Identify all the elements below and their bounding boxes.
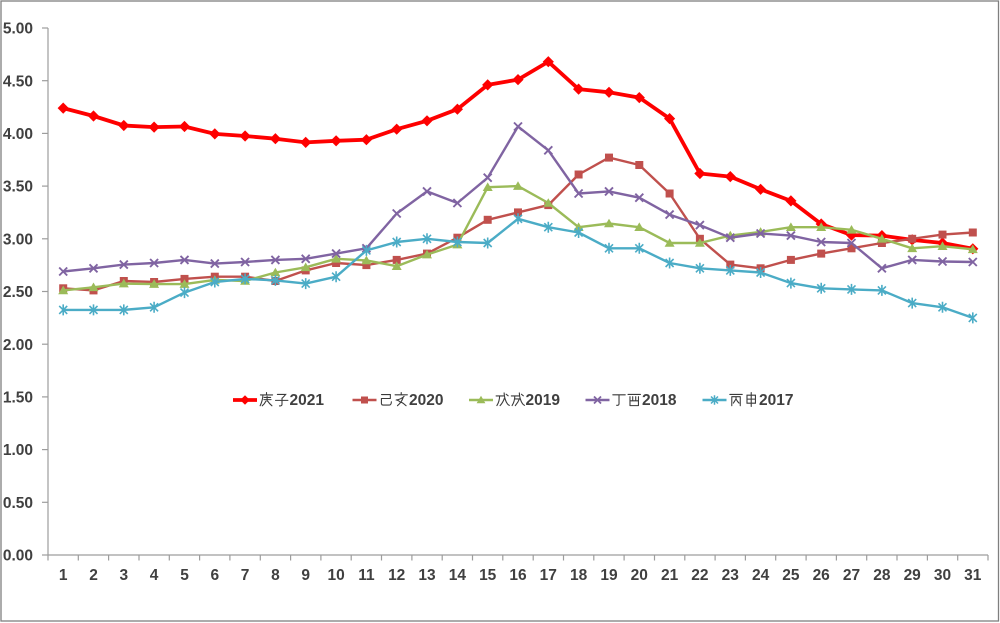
svg-text:3.50: 3.50: [3, 179, 33, 196]
svg-text:24: 24: [752, 567, 770, 584]
svg-text:0.50: 0.50: [3, 495, 33, 512]
svg-text:1.00: 1.00: [3, 442, 33, 459]
svg-text:20: 20: [631, 567, 648, 584]
svg-text:4.50: 4.50: [3, 73, 33, 90]
svg-text:22: 22: [691, 567, 708, 584]
svg-text:4: 4: [150, 567, 159, 584]
svg-text:21: 21: [661, 567, 679, 584]
svg-text:6: 6: [210, 567, 219, 584]
svg-text:3.00: 3.00: [3, 231, 33, 248]
svg-text:1.50: 1.50: [3, 389, 33, 406]
svg-text:5.00: 5.00: [3, 21, 33, 38]
svg-text:3: 3: [119, 567, 128, 584]
svg-text:2019: 2019: [526, 392, 561, 409]
svg-text:31: 31: [964, 567, 982, 584]
svg-text:2.00: 2.00: [3, 337, 33, 354]
svg-text:19: 19: [600, 567, 618, 584]
svg-text:13: 13: [418, 567, 436, 584]
svg-text:2018: 2018: [642, 392, 677, 409]
svg-text:2021: 2021: [290, 392, 325, 409]
svg-text:2020: 2020: [409, 392, 443, 409]
svg-text:2: 2: [89, 567, 98, 584]
svg-text:1: 1: [59, 567, 68, 584]
svg-text:27: 27: [843, 567, 860, 584]
svg-text:0.00: 0.00: [3, 548, 33, 565]
svg-text:2.50: 2.50: [3, 284, 33, 301]
svg-text:9: 9: [301, 567, 310, 584]
svg-text:16: 16: [509, 567, 527, 584]
svg-text:26: 26: [813, 567, 831, 584]
svg-text:10: 10: [327, 567, 344, 584]
svg-text:25: 25: [782, 567, 800, 584]
svg-text:17: 17: [540, 567, 557, 584]
svg-text:12: 12: [388, 567, 405, 584]
svg-text:2017: 2017: [759, 392, 793, 409]
svg-text:28: 28: [873, 567, 891, 584]
svg-text:7: 7: [241, 567, 250, 584]
svg-text:18: 18: [570, 567, 588, 584]
svg-text:30: 30: [934, 567, 951, 584]
svg-text:8: 8: [271, 567, 280, 584]
svg-text:14: 14: [449, 567, 467, 584]
svg-text:4.00: 4.00: [3, 126, 33, 143]
svg-text:5: 5: [180, 567, 189, 584]
svg-text:15: 15: [479, 567, 497, 584]
svg-text:11: 11: [358, 567, 375, 584]
svg-text:23: 23: [722, 567, 740, 584]
svg-text:29: 29: [904, 567, 922, 584]
